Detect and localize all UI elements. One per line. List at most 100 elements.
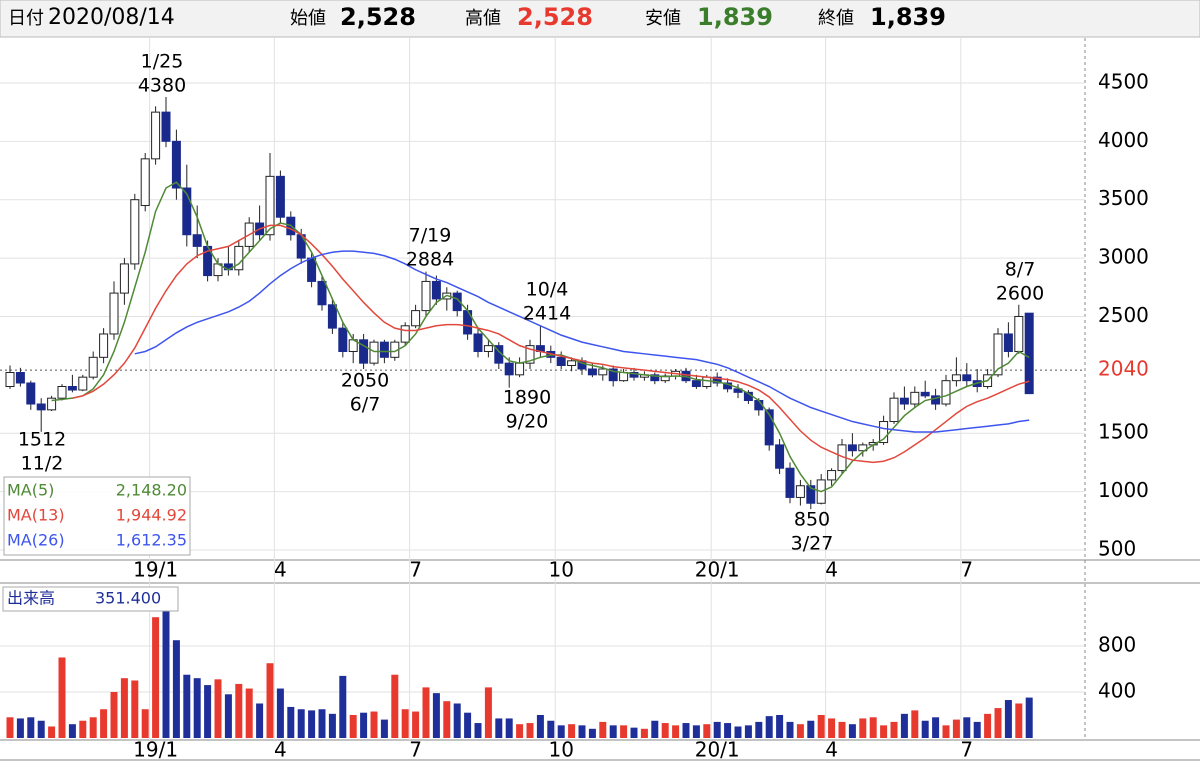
- candle-body: [140, 158, 150, 207]
- candle-body: [369, 341, 379, 364]
- candle-body: [192, 234, 202, 247]
- ma-line: [51, 181, 1030, 493]
- x-tick-label: 20/1: [695, 558, 740, 582]
- volume-bar: [848, 724, 856, 738]
- candle-body: [400, 325, 410, 343]
- volume-bar: [37, 720, 45, 738]
- header-label: 終値: [818, 8, 854, 29]
- volume-bar: [911, 710, 919, 738]
- volume-bar: [308, 710, 316, 738]
- candle-body: [171, 140, 181, 189]
- volume-bar: [869, 717, 877, 738]
- volume-bar: [453, 703, 461, 738]
- volume-bar: [495, 718, 503, 738]
- legend-value: 1,612.35: [116, 531, 187, 550]
- volume-bar: [599, 721, 607, 738]
- candle-body: [847, 444, 857, 452]
- volume-bar: [1004, 700, 1012, 738]
- candle-body: [338, 327, 348, 352]
- volume-bar: [994, 708, 1002, 738]
- volume-bar: [474, 723, 482, 738]
- legend-name: MA(5): [7, 481, 54, 500]
- candle-body: [556, 356, 566, 366]
- volume-bar: [391, 674, 399, 738]
- volume-bar: [890, 721, 898, 738]
- legend-name: MA(26): [7, 531, 65, 550]
- volume-bar: [245, 688, 253, 738]
- volume-bar: [536, 714, 544, 738]
- candle-body: [931, 395, 941, 405]
- volume-bar: [120, 678, 128, 738]
- volume-bar: [16, 718, 24, 738]
- y-tick-label: 4000: [1098, 128, 1149, 152]
- volume-bar: [630, 727, 638, 738]
- candle-body: [452, 292, 462, 312]
- volume-bar: [755, 721, 763, 738]
- header-value: 2,528: [517, 3, 593, 31]
- volume-bar: [162, 611, 170, 738]
- candle-body: [702, 376, 712, 388]
- volume-bar: [1025, 697, 1033, 738]
- candle-body: [712, 376, 722, 384]
- volume-bar: [838, 721, 846, 738]
- y-tick-label: 1500: [1098, 420, 1149, 444]
- header-date: 2020/08/14: [48, 5, 175, 30]
- legend-name: MA(13): [7, 506, 65, 525]
- volume-bar: [505, 718, 513, 738]
- volume-bar: [682, 723, 690, 738]
- volume-bar: [588, 728, 596, 738]
- volume-bar: [713, 721, 721, 738]
- reference-label: 2040: [1098, 357, 1149, 381]
- y-tick-label: 2500: [1098, 303, 1149, 327]
- y-tick-label: 500: [1098, 536, 1136, 560]
- y-tick-label: 3000: [1098, 245, 1149, 269]
- volume-bar: [339, 675, 347, 738]
- volume-bar: [859, 718, 867, 738]
- candle-body: [411, 310, 421, 327]
- candle-body: [941, 380, 951, 405]
- volume-bar: [744, 725, 752, 738]
- header-bar: [0, 0, 1200, 38]
- volume-bar: [672, 725, 680, 738]
- volume-bar: [776, 714, 784, 738]
- volume-bar: [568, 724, 576, 738]
- candle-body: [910, 391, 920, 405]
- candle-body: [47, 397, 57, 411]
- annotation: 1/25: [141, 51, 184, 73]
- volume-bar: [287, 706, 295, 738]
- candle-body: [806, 485, 816, 504]
- volume-bar: [172, 640, 180, 738]
- annotation: 3/27: [791, 533, 834, 555]
- candle-body: [795, 485, 805, 498]
- legend-value: 1,944.92: [116, 506, 187, 525]
- volume-bar: [796, 724, 804, 738]
- volume-bar: [152, 617, 160, 738]
- ma-line: [72, 224, 1030, 464]
- volume-bar: [58, 657, 66, 738]
- volume-bar: [557, 725, 565, 738]
- volume-bar: [266, 663, 274, 738]
- candle-body: [483, 345, 493, 352]
- candle-body: [182, 187, 192, 236]
- volume-bar: [110, 691, 118, 738]
- y-tick-label: 400: [1098, 678, 1136, 702]
- volume-bar: [27, 717, 35, 738]
- x-tick-label: 10: [548, 738, 573, 762]
- volume-bar: [817, 714, 825, 738]
- candle-body: [650, 374, 660, 382]
- volume-bar: [141, 709, 149, 738]
- x-tick-label: 4: [825, 738, 838, 762]
- annotation: 4380: [138, 75, 186, 97]
- ma-line: [134, 250, 1030, 433]
- volume-name: 出来高: [7, 589, 55, 608]
- annotation: 9/20: [506, 411, 549, 433]
- volume-bar: [68, 724, 76, 738]
- volume-bar: [443, 701, 451, 738]
- candle-body: [504, 362, 514, 376]
- header-label: 安値: [645, 8, 681, 29]
- volume-bar: [807, 720, 815, 738]
- volume-bar: [6, 717, 14, 738]
- y-tick-label: 800: [1098, 632, 1136, 656]
- volume-bar: [360, 712, 368, 738]
- volume-bar: [620, 725, 628, 738]
